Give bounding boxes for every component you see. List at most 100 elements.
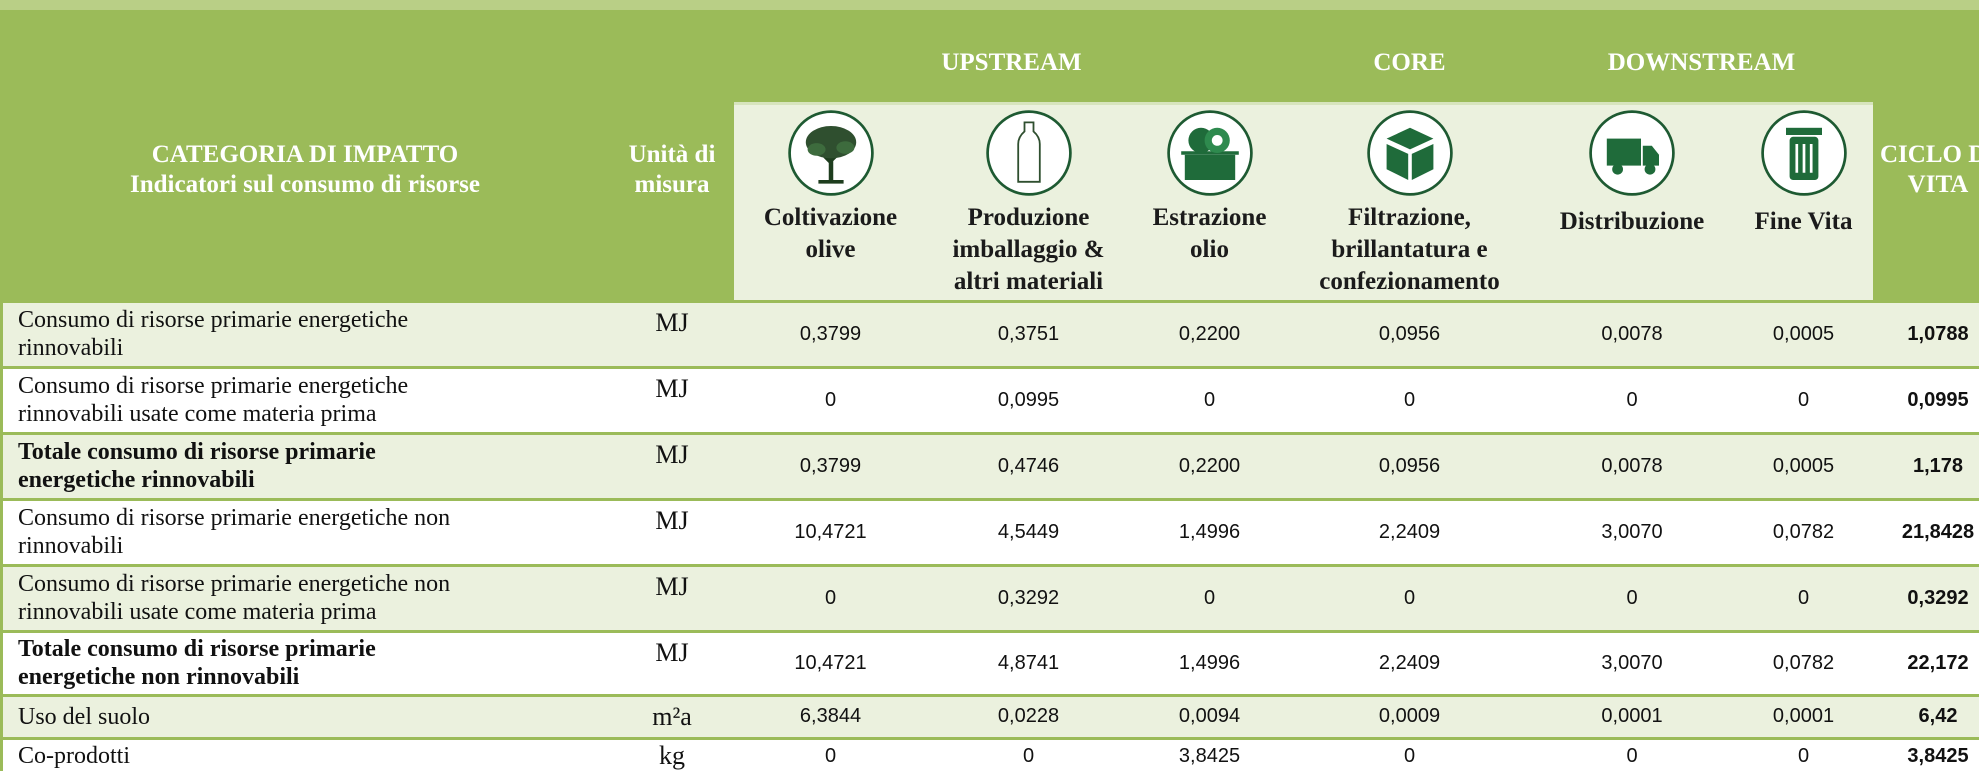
stage-header: Produzione imballaggio & altri materiali bbox=[927, 202, 1130, 302]
value: 1,4996 bbox=[1178, 651, 1241, 674]
stage-icon bbox=[984, 108, 1074, 198]
value-cell: 0 bbox=[734, 566, 927, 630]
value-cell: 0,3292 bbox=[927, 566, 1130, 630]
icon bbox=[1760, 110, 1847, 196]
row-bg bbox=[0, 737, 1979, 771]
value: 0,0956 bbox=[1378, 454, 1441, 477]
total: 3,8425 bbox=[1907, 744, 1969, 767]
value-cell: 0,0001 bbox=[1530, 696, 1734, 737]
row-bg bbox=[0, 498, 1979, 564]
value: 0,0782 bbox=[1772, 520, 1835, 543]
value: 0 bbox=[1403, 388, 1416, 411]
label-line: rinnovabili bbox=[18, 335, 124, 361]
value-cell: 0,0782 bbox=[1734, 500, 1873, 564]
value-cell: 0,0078 bbox=[1530, 434, 1734, 498]
value: 0 bbox=[1626, 388, 1638, 411]
group-header: CORE bbox=[1289, 30, 1530, 96]
value-cell: 0 bbox=[1130, 566, 1289, 630]
stage-line: Produzione bbox=[967, 204, 1090, 231]
value: 0,0094 bbox=[1178, 705, 1241, 727]
value: 0 bbox=[824, 586, 837, 609]
unit: MJ bbox=[655, 506, 689, 535]
row-unit: MJ bbox=[610, 434, 734, 498]
row-bg bbox=[0, 366, 1979, 432]
row-unit: MJ bbox=[610, 368, 734, 432]
stage-header: Estrazione olio bbox=[1130, 202, 1289, 302]
total-cell: 0,0995 bbox=[1873, 368, 1979, 432]
stage-icon bbox=[1759, 108, 1849, 198]
value-cell: 0,0009 bbox=[1289, 696, 1530, 737]
label-line: Uso del suolo bbox=[18, 703, 150, 730]
value: 0,0078 bbox=[1601, 454, 1663, 477]
total: 1,0788 bbox=[1907, 322, 1969, 345]
value: 0,0078 bbox=[1601, 322, 1663, 345]
value: 4,8741 bbox=[997, 651, 1060, 674]
total-cell: 1,178 bbox=[1873, 434, 1979, 498]
header-line: Indicatori sul consumo di risorse bbox=[129, 171, 481, 198]
stage-header: Fine Vita bbox=[1734, 206, 1873, 306]
row-label: Consumo di risorse primarie energetiche r… bbox=[0, 368, 650, 432]
value: 0,0005 bbox=[1772, 454, 1835, 477]
stage-line: confezionamento bbox=[1319, 268, 1500, 295]
value: 3,8425 bbox=[1178, 744, 1241, 767]
value-cell: 3,0070 bbox=[1530, 632, 1734, 694]
value-cell: 0,0956 bbox=[1289, 434, 1530, 498]
value: 0,0956 bbox=[1378, 322, 1441, 345]
total: 6,42 bbox=[1918, 705, 1958, 727]
stage-icon bbox=[1587, 108, 1677, 198]
row-label: Uso del suolo bbox=[0, 696, 650, 737]
label-line: Consumo di risorse primarie energetiche bbox=[18, 373, 409, 399]
group-header: DOWNSTREAM bbox=[1530, 30, 1873, 96]
value-cell: 4,5449 bbox=[927, 500, 1130, 564]
row-label: Co-prodotti bbox=[0, 739, 650, 771]
stage-icon bbox=[1165, 108, 1255, 198]
value: 0,4746 bbox=[997, 454, 1060, 477]
value-cell: 10,4721 bbox=[734, 632, 927, 694]
unit: MJ bbox=[655, 638, 689, 667]
value: 0 bbox=[1203, 586, 1216, 609]
total-cell: 3,8425 bbox=[1873, 739, 1979, 771]
stage-line: Distribuzione bbox=[1559, 208, 1705, 235]
value: 0 bbox=[1797, 744, 1810, 767]
value: 0,3751 bbox=[997, 322, 1060, 345]
value: 0,0009 bbox=[1378, 705, 1441, 727]
label-line: energetiche non rinnovabili bbox=[18, 664, 300, 690]
value-cell: 0 bbox=[1734, 566, 1873, 630]
value: 3,0070 bbox=[1601, 651, 1663, 674]
value-cell: 0,0001 bbox=[1734, 696, 1873, 737]
unit: MJ bbox=[655, 374, 689, 403]
value: 0 bbox=[1403, 744, 1416, 767]
value: 0,2200 bbox=[1178, 454, 1241, 477]
value: 0,0005 bbox=[1772, 322, 1835, 345]
value: 0,2200 bbox=[1178, 322, 1241, 345]
value: 0 bbox=[1797, 586, 1810, 609]
label-line: energetiche rinnovabili bbox=[18, 467, 255, 493]
value-cell: 0,4746 bbox=[927, 434, 1130, 498]
value: 2,2409 bbox=[1378, 651, 1441, 674]
group-label: DOWNSTREAM bbox=[1607, 49, 1796, 76]
value: 4,5449 bbox=[997, 520, 1060, 543]
label-line: Consumo di risorse primarie energetiche … bbox=[18, 571, 451, 597]
row-unit: MJ bbox=[610, 302, 734, 366]
unit: MJ bbox=[655, 572, 689, 601]
row-label: Consumo di risorse primarie energetiche … bbox=[0, 500, 650, 564]
value-cell: 0,0005 bbox=[1734, 302, 1873, 366]
value-cell: 0,3751 bbox=[927, 302, 1130, 366]
label-line: Totale consumo di risorse primarie bbox=[18, 636, 376, 662]
stage-line: imballaggio & bbox=[952, 236, 1105, 263]
stage-header: Distribuzione bbox=[1530, 206, 1734, 306]
row-bg bbox=[0, 694, 1979, 737]
stage-line: Coltivazione bbox=[763, 204, 898, 231]
total-cell: 6,42 bbox=[1873, 696, 1979, 737]
value: 2,2409 bbox=[1378, 520, 1441, 543]
value: 0 bbox=[824, 744, 837, 767]
label-line: Consumo di risorse primarie energetiche … bbox=[18, 505, 451, 531]
stage-line: olive bbox=[805, 236, 856, 263]
value-cell: 0 bbox=[734, 739, 927, 771]
value-cell: 0,0956 bbox=[1289, 302, 1530, 366]
total: 1,178 bbox=[1912, 454, 1964, 477]
stage-header: Filtrazione, brillantatura e confezionamen… bbox=[1289, 202, 1530, 302]
value: 0,0782 bbox=[1772, 651, 1835, 674]
value: 0 bbox=[1626, 744, 1638, 767]
